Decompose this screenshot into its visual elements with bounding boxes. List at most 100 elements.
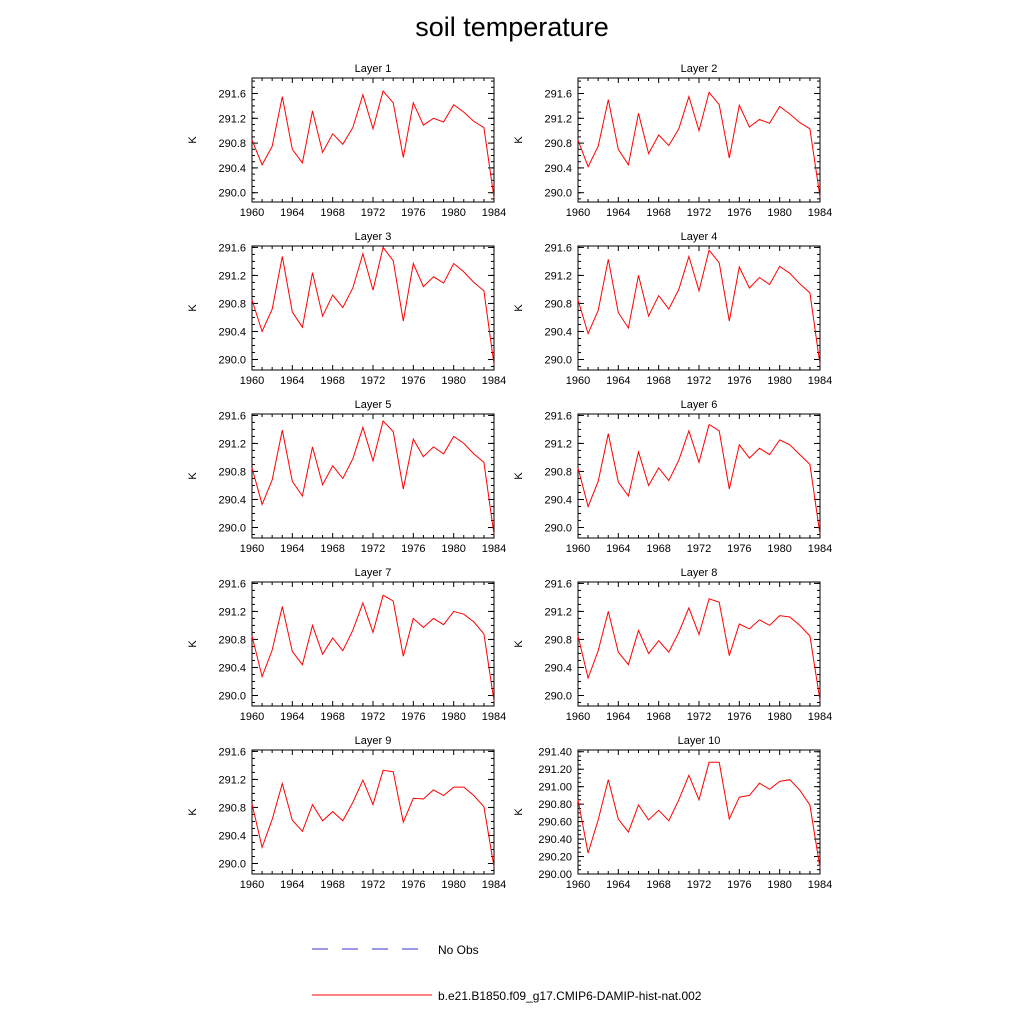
y-tick-label: 291.2 <box>218 270 246 282</box>
y-axis-label: K <box>513 640 525 648</box>
y-tick-label: 291.6 <box>544 242 572 254</box>
y-tick-label: 291.2 <box>544 270 572 282</box>
x-tick-label: 1984 <box>808 711 832 723</box>
legend-obs-label: No Obs <box>438 943 479 957</box>
y-tick-label: 290.4 <box>218 163 246 175</box>
y-tick-label: 290.0 <box>218 188 246 200</box>
x-tick-label: 1976 <box>401 543 425 555</box>
x-tick-label: 1968 <box>646 879 670 891</box>
y-tick-label: 290.4 <box>218 326 246 338</box>
panel-title: Layer 2 <box>681 63 718 75</box>
y-tick-label: 291.2 <box>218 438 246 450</box>
x-tick-label: 1972 <box>687 543 711 555</box>
x-tick-label: 1972 <box>361 543 385 555</box>
y-tick-label: 291.2 <box>544 606 572 618</box>
series-line <box>577 423 821 535</box>
x-tick-label: 1960 <box>240 711 264 723</box>
series-line <box>251 246 495 365</box>
x-tick-label: 1984 <box>482 711 506 723</box>
y-tick-label: 290.0 <box>544 690 572 702</box>
x-tick-label: 1984 <box>808 207 832 219</box>
x-tick-label: 1976 <box>727 207 751 219</box>
x-tick-label: 1976 <box>401 711 425 723</box>
x-tick-label: 1960 <box>566 375 590 387</box>
y-tick-label: 290.0 <box>544 188 572 200</box>
panel-title: Layer 4 <box>681 231 718 243</box>
x-tick-label: 1960 <box>566 207 590 219</box>
x-tick-label: 1960 <box>566 711 590 723</box>
y-axis-label: K <box>187 136 199 144</box>
y-tick-label: 291.6 <box>544 89 572 101</box>
y-tick-label: 290.4 <box>544 662 572 674</box>
x-tick-label: 1968 <box>320 207 344 219</box>
y-tick-label: 290.4 <box>218 662 246 674</box>
y-tick-label: 291.6 <box>218 89 246 101</box>
y-tick-label: 291.2 <box>218 774 246 786</box>
y-tick-label: 291.6 <box>218 746 246 758</box>
chart-panel-2: Layer 2 K 1960 1964 1968 1972 1976 1980 1984 290.… <box>513 63 832 219</box>
y-tick-label: 291.00 <box>538 782 572 794</box>
x-tick-label: 1964 <box>606 543 630 555</box>
x-tick-label: 1984 <box>482 879 506 891</box>
y-axis-label: K <box>187 472 199 480</box>
y-tick-label: 290.8 <box>218 634 246 646</box>
x-tick-label: 1968 <box>646 207 670 219</box>
x-tick-label: 1968 <box>646 711 670 723</box>
y-tick-label: 291.2 <box>218 606 246 618</box>
y-tick-label: 291.2 <box>544 438 572 450</box>
figure-title: soil temperature <box>415 12 609 42</box>
panel-title: Layer 8 <box>681 567 718 579</box>
x-tick-label: 1964 <box>606 711 630 723</box>
y-axis-label: K <box>513 808 525 816</box>
y-tick-label: 291.2 <box>544 113 572 125</box>
y-tick-label: 290.0 <box>544 354 572 366</box>
x-tick-label: 1984 <box>482 375 506 387</box>
chart-panel-3: Layer 3 K 1960 1964 1968 1972 1976 1980 1984 290.… <box>187 231 506 387</box>
y-tick-label: 290.4 <box>218 494 246 506</box>
chart-panel-10: Layer 10 K 1960 1964 1968 1972 1976 1980 1984 290… <box>513 735 832 891</box>
x-tick-label: 1984 <box>808 375 832 387</box>
x-tick-label: 1976 <box>401 375 425 387</box>
y-tick-label: 291.6 <box>544 410 572 422</box>
panel-title: Layer 5 <box>355 399 392 411</box>
series-line <box>251 420 495 535</box>
y-tick-label: 290.8 <box>544 466 572 478</box>
chart-panel-4: Layer 4 K 1960 1964 1968 1972 1976 1980 1984 290.… <box>513 231 832 387</box>
x-tick-label: 1980 <box>441 207 465 219</box>
x-tick-label: 1972 <box>687 375 711 387</box>
chart-panel-9: Layer 9 K 1960 1964 1968 1972 1976 1980 1984 290.… <box>187 735 506 891</box>
x-tick-label: 1964 <box>280 879 304 891</box>
x-tick-label: 1960 <box>566 543 590 555</box>
x-tick-label: 1984 <box>482 207 506 219</box>
y-tick-label: 290.0 <box>218 354 246 366</box>
x-tick-label: 1980 <box>441 711 465 723</box>
x-tick-label: 1976 <box>401 879 425 891</box>
x-tick-label: 1972 <box>687 879 711 891</box>
panel-title: Layer 10 <box>678 735 721 747</box>
x-tick-label: 1972 <box>361 375 385 387</box>
y-tick-label: 290.8 <box>544 138 572 150</box>
chart-panel-1: Layer 1 K 1960 1964 1968 1972 1976 1980 1984 290.… <box>187 63 506 219</box>
x-tick-label: 1968 <box>320 543 344 555</box>
x-tick-label: 1980 <box>767 879 791 891</box>
panel-title: Layer 3 <box>355 231 392 243</box>
panel-title: Layer 6 <box>681 399 718 411</box>
y-tick-label: 290.0 <box>218 690 246 702</box>
x-tick-label: 1964 <box>280 207 304 219</box>
y-tick-label: 290.4 <box>544 494 572 506</box>
x-tick-label: 1964 <box>280 375 304 387</box>
x-tick-label: 1960 <box>566 879 590 891</box>
legend-model-label: b.e21.B1850.f09_g17.CMIP6-DAMIP-hist-nat… <box>438 989 702 1003</box>
series-line <box>251 769 495 868</box>
y-axis-label: K <box>513 472 525 480</box>
x-tick-label: 1980 <box>767 207 791 219</box>
x-tick-label: 1964 <box>280 543 304 555</box>
y-tick-label: 290.4 <box>544 326 572 338</box>
y-tick-label: 290.8 <box>544 634 572 646</box>
x-tick-label: 1972 <box>687 207 711 219</box>
series-line <box>577 598 821 701</box>
x-tick-label: 1968 <box>320 711 344 723</box>
x-tick-label: 1972 <box>361 711 385 723</box>
